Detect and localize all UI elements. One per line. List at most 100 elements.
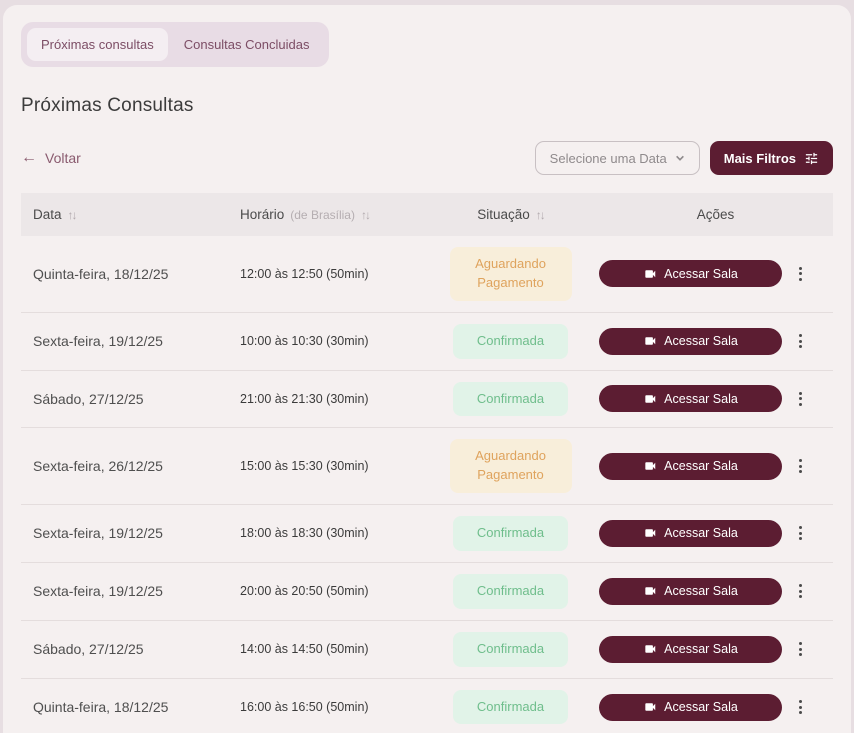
access-room-label: Acessar Sala (664, 459, 738, 474)
more-filters-button[interactable]: Mais Filtros (709, 141, 833, 175)
row-status-cell: Confirmada (423, 381, 598, 417)
access-room-label: Acessar Sala (664, 391, 738, 406)
row-actions-cell: Acessar Sala (598, 519, 833, 547)
table-row: Sábado, 27/12/25 21:00 às 21:30 (30min) … (21, 371, 833, 429)
row-actions-cell: Acessar Sala (598, 635, 833, 663)
row-date: Sexta-feira, 19/12/25 (33, 333, 163, 350)
column-header-situacao[interactable]: Situação ↑↓ (423, 207, 598, 222)
row-actions-cell: Acessar Sala (598, 452, 833, 480)
tab-bar: Próximas consultas Consultas Concluidas (21, 22, 330, 67)
row-time: 15:00 às 15:30 (30min) (240, 459, 369, 474)
row-date: Sexta-feira, 19/12/25 (33, 583, 163, 600)
toolbar: ← Voltar Selecione uma Data Mais Filtros (21, 141, 833, 175)
access-room-label: Acessar Sala (664, 334, 738, 349)
video-camera-icon (645, 270, 656, 278)
status-badge: Aguardando Pagamento (449, 247, 572, 301)
date-filter-select[interactable]: Selecione uma Data (534, 141, 700, 175)
status-badge: Confirmada (452, 573, 569, 609)
table-row: Quinta-feira, 18/12/25 12:00 às 12:50 (5… (21, 236, 833, 313)
status-badge: Confirmada (452, 631, 569, 667)
column-header-horario[interactable]: Horário (de Brasília) ↑↓ (228, 207, 423, 222)
row-time: 16:00 às 16:50 (50min) (240, 700, 369, 715)
row-time: 20:00 às 20:50 (50min) (240, 584, 369, 599)
table-row: Sexta-feira, 19/12/25 20:00 às 20:50 (50… (21, 563, 833, 621)
table-row: Sexta-feira, 19/12/25 10:00 às 10:30 (30… (21, 313, 833, 371)
tab-consultas-concluidas[interactable]: Consultas Concluidas (170, 28, 324, 61)
row-menu-kebab-icon[interactable] (796, 263, 805, 285)
header-data-label: Data (33, 207, 62, 222)
header-horario-note: (de Brasília) (290, 207, 355, 222)
access-room-button[interactable]: Acessar Sala (599, 327, 782, 355)
header-acoes-label: Ações (696, 207, 735, 222)
row-date: Sábado, 27/12/25 (33, 390, 144, 407)
row-status-cell: Confirmada (423, 516, 598, 551)
header-horario-label: Horário (240, 207, 285, 222)
access-room-label: Acessar Sala (664, 526, 738, 541)
sort-icon: ↑↓ (360, 207, 371, 222)
back-link[interactable]: ← Voltar (21, 149, 81, 167)
row-status-cell: Confirmada (423, 631, 598, 667)
status-badge: Confirmada (452, 516, 569, 551)
row-menu-kebab-icon[interactable] (796, 388, 805, 410)
video-camera-icon (645, 337, 656, 345)
access-room-button[interactable]: Acessar Sala (599, 519, 782, 547)
table-header: Data ↑↓ Horário (de Brasília) ↑↓ Situaçã… (21, 193, 833, 236)
row-date: Sábado, 27/12/25 (33, 641, 144, 658)
row-date: Sexta-feira, 26/12/25 (33, 458, 163, 475)
row-status-cell: Confirmada (423, 689, 598, 725)
video-camera-icon (645, 462, 656, 471)
access-room-button[interactable]: Acessar Sala (599, 693, 782, 721)
row-date: Quinta-feira, 18/12/25 (33, 265, 169, 282)
row-time: 10:00 às 10:30 (30min) (240, 334, 369, 349)
date-filter-placeholder: Selecione uma Data (549, 150, 667, 166)
access-room-button[interactable]: Acessar Sala (599, 385, 782, 413)
status-badge: Confirmada (452, 689, 569, 725)
access-room-button[interactable]: Acessar Sala (599, 635, 782, 663)
access-room-button[interactable]: Acessar Sala (599, 260, 782, 288)
status-badge: Confirmada (452, 381, 569, 417)
table-row: Sábado, 27/12/25 14:00 às 14:50 (50min) … (21, 621, 833, 679)
row-actions-cell: Acessar Sala (598, 260, 833, 288)
consultations-table: Data ↑↓ Horário (de Brasília) ↑↓ Situaçã… (21, 193, 833, 733)
sort-icon: ↑↓ (67, 207, 78, 222)
column-header-data[interactable]: Data ↑↓ (21, 207, 228, 222)
row-date: Quinta-feira, 18/12/25 (33, 699, 169, 716)
row-menu-kebab-icon[interactable] (796, 580, 805, 602)
row-menu-kebab-icon[interactable] (796, 455, 805, 477)
access-room-button[interactable]: Acessar Sala (599, 577, 782, 605)
video-camera-icon (645, 703, 656, 711)
back-arrow-icon: ← (21, 149, 37, 166)
row-menu-kebab-icon[interactable] (796, 522, 805, 544)
row-time: 12:00 às 12:50 (50min) (240, 266, 369, 281)
row-menu-kebab-icon[interactable] (796, 638, 805, 660)
header-situacao-label: Situação (477, 207, 530, 222)
table-row: Quinta-feira, 18/12/25 16:00 às 16:50 (5… (21, 679, 833, 733)
video-camera-icon (645, 395, 656, 403)
row-status-cell: Confirmada (423, 323, 598, 359)
row-time: 14:00 às 14:50 (50min) (240, 642, 369, 657)
video-camera-icon (645, 587, 656, 596)
row-actions-cell: Acessar Sala (598, 693, 833, 721)
row-time: 21:00 às 21:30 (30min) (240, 391, 369, 406)
more-filters-label: Mais Filtros (723, 150, 796, 166)
back-link-label: Voltar (45, 150, 81, 166)
tab-proximas-consultas[interactable]: Próximas consultas (27, 28, 168, 61)
main-card: Próximas consultas Consultas Concluidas … (3, 5, 851, 733)
sort-icon: ↑↓ (535, 207, 546, 222)
chevron-down-icon (675, 155, 684, 161)
status-badge: Aguardando Pagamento (449, 439, 572, 494)
access-room-button[interactable]: Acessar Sala (599, 452, 782, 480)
row-time: 18:00 às 18:30 (30min) (240, 526, 369, 541)
row-status-cell: Aguardando Pagamento (423, 247, 598, 301)
access-room-label: Acessar Sala (664, 700, 738, 715)
row-actions-cell: Acessar Sala (598, 385, 833, 413)
row-status-cell: Confirmada (423, 573, 598, 609)
filters-tune-icon (805, 152, 818, 164)
row-menu-kebab-icon[interactable] (796, 696, 805, 718)
row-date: Sexta-feira, 19/12/25 (33, 525, 163, 542)
table-row: Sexta-feira, 26/12/25 15:00 às 15:30 (30… (21, 428, 833, 506)
access-room-label: Acessar Sala (664, 266, 738, 281)
access-room-label: Acessar Sala (664, 584, 738, 599)
page-title: Próximas Consultas (21, 95, 194, 116)
row-menu-kebab-icon[interactable] (796, 330, 805, 352)
